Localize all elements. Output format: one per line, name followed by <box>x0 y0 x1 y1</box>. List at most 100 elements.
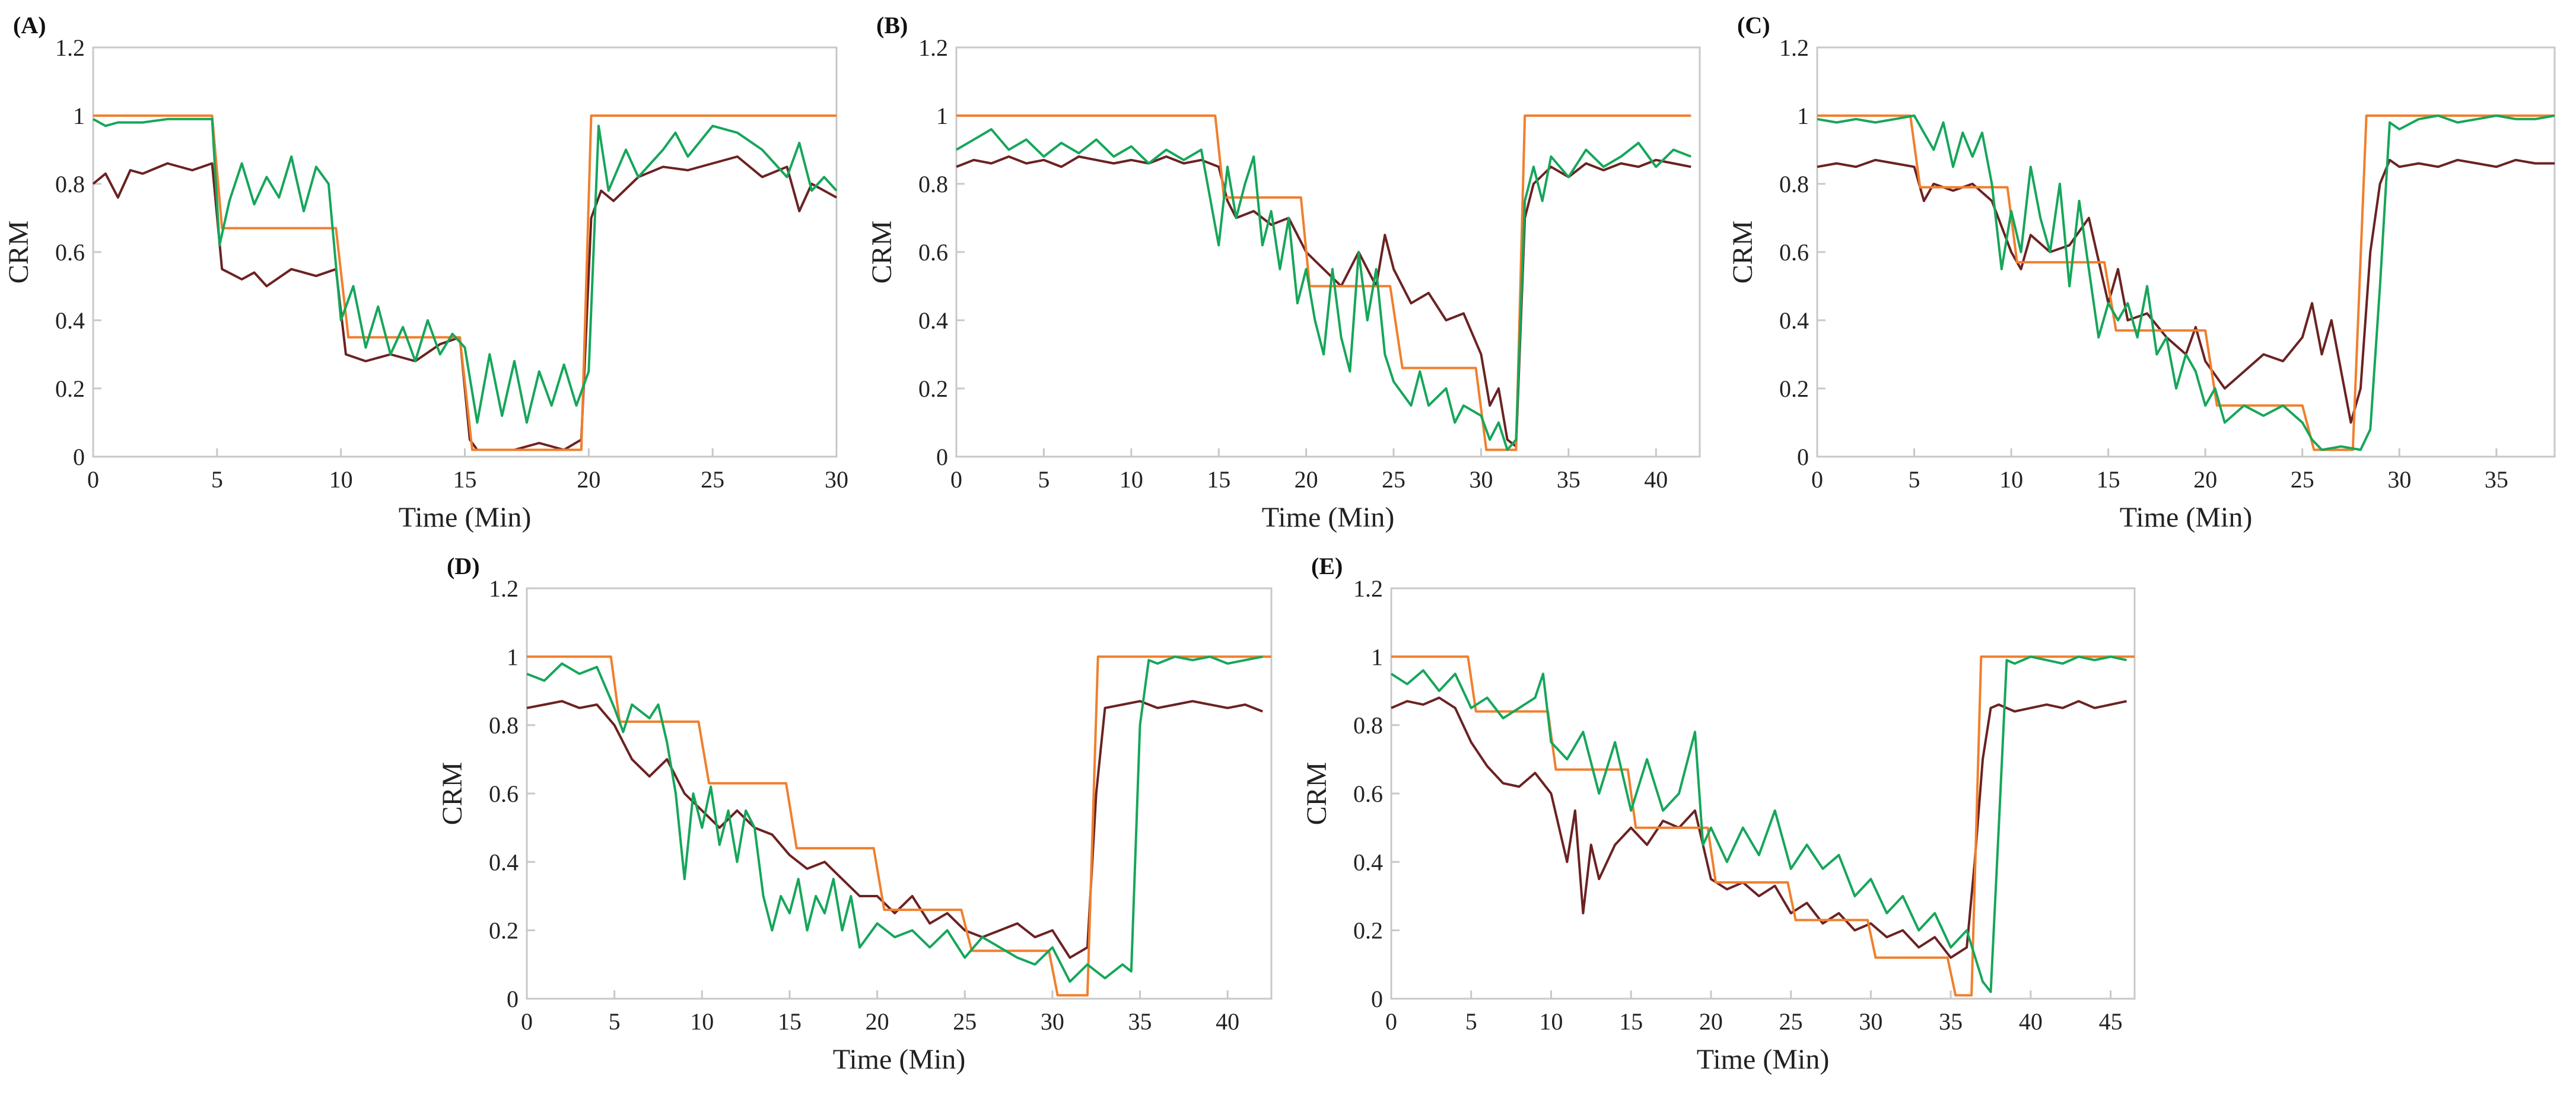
x-axis-title: Time (Min) <box>399 502 532 533</box>
x-tick-label: 5 <box>211 466 223 493</box>
y-tick-label: 1 <box>936 103 948 129</box>
x-tick-label: 15 <box>1619 1008 1643 1035</box>
chart-panel-2: 0 0.2 0.4 0.6 0.8 1 1.2 0 5 10 15 20 25 30 35 40 Time (M… <box>866 12 1701 533</box>
x-tick-label: 25 <box>1382 466 1405 493</box>
plot-frame <box>1816 46 2556 458</box>
y-tick-label: 0.6 <box>1353 780 1383 807</box>
panel-label: (A) <box>13 12 46 39</box>
x-tick-label: 30 <box>1469 466 1493 493</box>
x-tick-label: 0 <box>1385 1008 1397 1035</box>
x-axis-title: Time (Min) <box>833 1044 966 1075</box>
y-axis-title: CRM <box>437 762 468 826</box>
y-tick-label: 1.2 <box>918 34 948 61</box>
x-tick-label: 30 <box>825 466 848 493</box>
x-tick-label: 25 <box>701 466 724 493</box>
x-tick-label: 30 <box>1859 1008 1882 1035</box>
y-tick-label: 1 <box>1371 643 1383 670</box>
x-tick-label: 0 <box>950 466 962 493</box>
y-tick-label: 1.2 <box>1779 34 1809 61</box>
y-tick-label: 0.4 <box>1779 307 1809 334</box>
y-tick-label: 0.6 <box>489 780 519 807</box>
series-line-maroon <box>956 155 1691 448</box>
x-tick-label: 20 <box>2193 466 2217 493</box>
y-tick-label: 0 <box>507 986 519 1012</box>
y-tick-label: 1 <box>73 103 85 129</box>
x-tick-label: 30 <box>2387 466 2411 493</box>
series-line-green <box>1817 114 2555 451</box>
y-tick-label: 1.2 <box>55 34 85 61</box>
series-line-maroon <box>1817 158 2555 424</box>
y-tick-label: 0 <box>936 444 948 470</box>
x-tick-label: 5 <box>1038 466 1050 493</box>
panel-label: (D) <box>447 553 480 579</box>
series-line-green <box>93 117 838 424</box>
x-axis-title: Time (Min) <box>2120 502 2253 533</box>
series-line-orange <box>93 114 837 451</box>
x-tick-label: 5 <box>609 1008 621 1035</box>
x-tick-label: 10 <box>329 466 353 493</box>
plot-frame <box>955 46 1701 458</box>
x-tick-label: 0 <box>521 1008 533 1035</box>
y-tick-label: 1.2 <box>1353 575 1383 602</box>
chart-panel-5: 0 0.2 0.4 0.6 0.8 1 1.2 0 5 10 15 20 25 30 35 40 45 Time … <box>1301 553 2136 1075</box>
y-tick-label: 0.4 <box>1353 849 1383 875</box>
x-tick-label: 20 <box>577 466 600 493</box>
plot-frame <box>526 587 1273 1000</box>
y-tick-label: 0.2 <box>918 375 948 402</box>
x-tick-label: 10 <box>1120 466 1143 493</box>
x-tick-label: 25 <box>953 1008 977 1035</box>
x-tick-label: 40 <box>1216 1008 1239 1035</box>
y-tick-label: 0.8 <box>1353 712 1383 739</box>
chart-panel-3: 0 0.2 0.4 0.6 0.8 1 1.2 0 5 10 15 20 25 30 35 Time (Min… <box>1727 12 2556 533</box>
x-tick-label: 10 <box>1999 466 2023 493</box>
series-line-green <box>1390 655 2127 993</box>
panel-label: (E) <box>1311 553 1343 579</box>
series-line-orange <box>956 114 1691 451</box>
y-tick-label: 0.4 <box>918 307 948 334</box>
y-tick-label: 0 <box>1371 986 1383 1012</box>
y-tick-label: 1.2 <box>489 575 519 602</box>
y-axis-title: CRM <box>1727 221 1758 284</box>
y-tick-label: 0.6 <box>918 239 948 266</box>
y-axis-title: CRM <box>3 221 34 284</box>
chart-panel-1: 0 0.2 0.4 0.6 0.8 1 1.2 0 5 10 15 20 25 30 Time (Min) C… <box>3 12 848 533</box>
x-tick-label: 35 <box>1939 1008 1963 1035</box>
x-tick-label: 5 <box>1465 1008 1477 1035</box>
x-tick-label: 25 <box>1779 1008 1803 1035</box>
y-tick-label: 0 <box>73 444 85 470</box>
y-axis-title: CRM <box>1301 762 1332 826</box>
y-tick-label: 0.8 <box>55 171 85 197</box>
x-tick-label: 0 <box>87 466 99 493</box>
x-tick-label: 10 <box>1539 1008 1563 1035</box>
y-tick-label: 0 <box>1797 444 1809 470</box>
y-tick-label: 0.6 <box>1779 239 1809 266</box>
panel-label: (C) <box>1737 12 1770 39</box>
x-tick-label: 35 <box>1557 466 1580 493</box>
y-tick-label: 0.2 <box>55 375 85 402</box>
x-tick-label: 35 <box>1128 1008 1152 1035</box>
y-tick-label: 0.8 <box>918 171 948 197</box>
series-line-orange <box>1391 655 2135 997</box>
x-tick-label: 30 <box>1041 1008 1064 1035</box>
panel-label: (B) <box>876 12 908 39</box>
y-tick-label: 0.4 <box>489 849 519 875</box>
y-tick-label: 0.4 <box>55 307 85 334</box>
x-tick-label: 20 <box>1699 1008 1723 1035</box>
chart-panel-4: 0 0.2 0.4 0.6 0.8 1 1.2 0 5 10 15 20 25 30 35 40 Time (M… <box>437 553 1273 1075</box>
series-line-green <box>526 655 1263 983</box>
y-axis-title: CRM <box>866 221 898 284</box>
y-tick-label: 1 <box>507 643 519 670</box>
x-axis-title: Time (Min) <box>1262 502 1395 533</box>
x-tick-label: 0 <box>1811 466 1823 493</box>
x-tick-label: 40 <box>2019 1008 2043 1035</box>
plot-frame <box>1390 587 2136 1000</box>
x-tick-label: 5 <box>1909 466 1920 493</box>
y-tick-label: 0.8 <box>489 712 519 739</box>
y-tick-label: 0.6 <box>55 239 85 266</box>
series-line-maroon <box>526 700 1263 959</box>
x-tick-label: 15 <box>1207 466 1230 493</box>
x-tick-label: 20 <box>1295 466 1318 493</box>
x-axis-title: Time (Min) <box>1697 1044 1830 1075</box>
series-line-orange <box>1817 114 2555 451</box>
